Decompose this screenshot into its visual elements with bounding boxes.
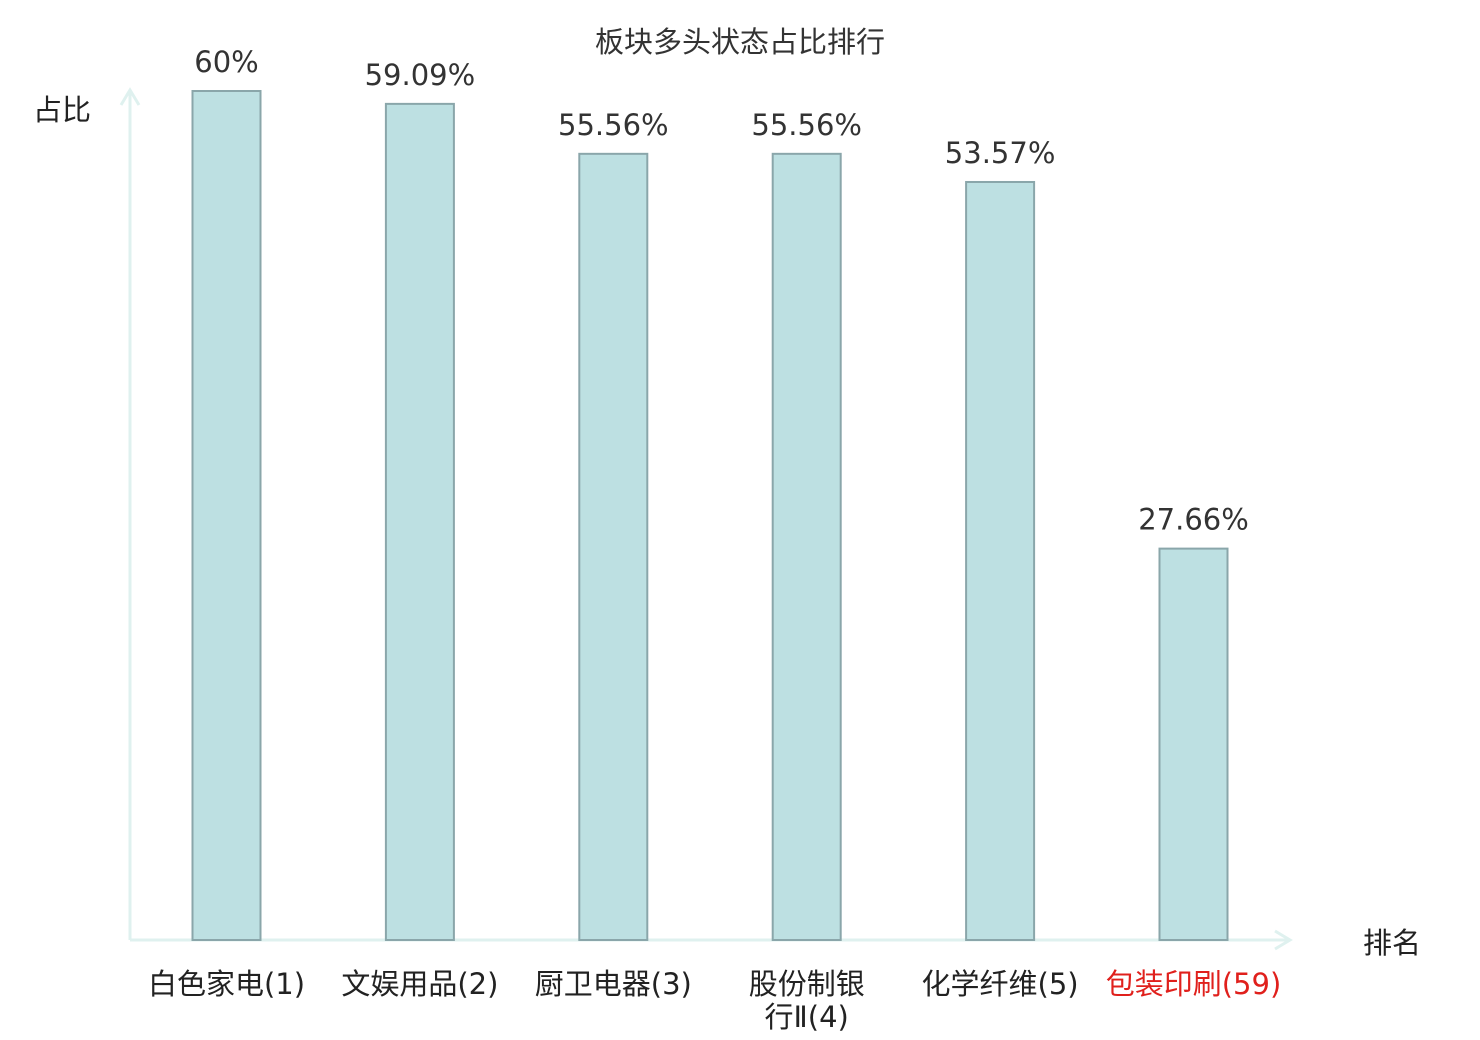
bar xyxy=(578,152,649,942)
x-axis-label: 排名 xyxy=(1363,926,1421,960)
x-tick-label: 白色家电(1) xyxy=(148,967,305,1001)
bar xyxy=(1158,547,1229,942)
chart-title: 板块多头状态占比排行 xyxy=(595,25,885,59)
bars xyxy=(191,90,1229,942)
bar xyxy=(965,180,1036,941)
y-axis-arrow xyxy=(119,87,141,106)
value-label: 55.56% xyxy=(751,108,862,142)
bar xyxy=(384,102,455,941)
x-tick-label: 包装印刷(59) xyxy=(1106,967,1282,1001)
x-tick-label: 股份制银行Ⅱ(4) xyxy=(749,967,865,1034)
value-labels: 60% 59.09% 55.56% 55.56% 53.57% 27.66% xyxy=(194,45,1249,537)
bar xyxy=(191,90,262,941)
value-label: 55.56% xyxy=(558,108,669,142)
y-axis-label: 占比 xyxy=(33,93,91,127)
axes xyxy=(119,87,1293,951)
value-label: 53.57% xyxy=(945,136,1056,170)
bar xyxy=(771,152,842,942)
x-axis-arrow xyxy=(1274,929,1293,951)
value-label: 27.66% xyxy=(1138,503,1249,537)
x-tick-label: 化学纤维(5) xyxy=(922,967,1079,1001)
x-tick-label: 文娱用品(2) xyxy=(341,967,498,1001)
value-label: 60% xyxy=(194,45,258,79)
x-tick-labels: 白色家电(1) 文娱用品(2) 厨卫电器(3) 股份制银行Ⅱ(4) 化学纤维(5) 包装印… xyxy=(148,967,1281,1034)
value-label: 59.09% xyxy=(365,58,476,92)
x-tick-label: 厨卫电器(3) xyxy=(535,967,692,1001)
